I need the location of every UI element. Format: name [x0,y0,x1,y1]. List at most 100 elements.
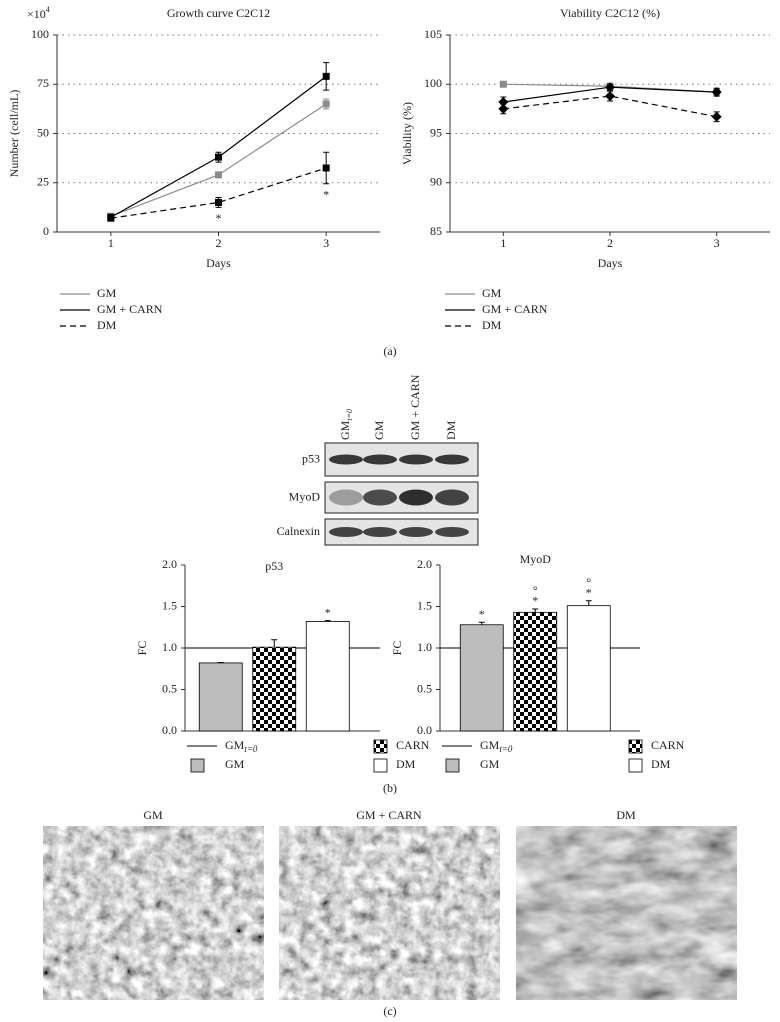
significance-mark: * [216,211,222,225]
legend-label-subscript: t=0 [499,744,513,754]
y-tick-label: 0.5 [417,681,432,695]
y-multiplier-exponent: 4 [46,5,50,14]
legend-label: GM [482,286,502,300]
micrograph [515,825,738,1001]
y-tick-label: 95 [430,125,442,139]
bar [566,605,611,732]
micrograph-title: DM [616,808,636,822]
blot-band [435,527,469,537]
blot-lane-label-main: DM [444,420,458,440]
x-tick-label: 1 [108,236,114,250]
x-tick-label: 3 [323,236,329,250]
blot-lane-label-main: GM [372,420,386,440]
blot-band [329,527,363,537]
legend-label-main: GM [225,738,245,752]
panel-label: (c) [383,1004,396,1018]
y-tick-label: 0.5 [162,681,177,695]
x-tick-label: 2 [607,236,613,250]
chart-title: Viability C2C12 (%) [560,6,660,20]
significance-mark: ° [586,575,591,589]
marker [322,164,330,172]
marker [498,103,509,114]
y-tick-label: 2.0 [417,557,432,571]
legend-swatch [628,758,643,773]
y-multiplier: ×104 [27,5,50,21]
y-tick-label: 90 [430,175,442,189]
legend-label: GM + CARN [482,302,548,316]
legend-label: DM [482,318,502,332]
legend-swatch [190,758,205,773]
significance-mark: * [323,187,329,201]
marker [322,72,330,80]
blot-lane-label-subscript: t=0 [345,409,354,421]
legend-label: GMt=0 [225,738,258,754]
panel-label: (b) [383,781,397,795]
blot-band [329,454,363,465]
y-tick-label: 0.0 [417,723,432,737]
bar [305,621,350,732]
legend-swatch [628,739,643,754]
legend-label: GMt=0 [480,738,513,754]
legend-label: CARN [396,738,430,752]
legend-swatch [445,758,460,773]
legend-label-subscript: t=0 [244,744,258,754]
blot-band [363,454,397,465]
x-tick-label: 2 [216,236,222,250]
y-multiplier-base: ×10 [27,7,46,21]
blot-row-label: Calnexin [277,524,320,538]
y-tick-label: 2.0 [162,557,177,571]
legend-swatch [373,758,388,773]
y-tick-label: 1.5 [162,598,177,612]
blot-lane-label: GMt=0 [338,409,354,440]
legend-label: GM [97,286,117,300]
blot-lane-label-main: GM + CARN [408,374,422,440]
y-tick-label: 100 [424,76,442,90]
legend-label: GM + CARN [97,302,163,316]
legend-swatch [373,739,388,754]
marker [107,214,115,222]
legend-label-main: GM [480,738,500,752]
legend-label: DM [651,757,671,771]
y-tick-label: 0 [43,224,49,238]
blot-band [399,454,433,465]
y-tick-label: 1.0 [162,640,177,654]
blot-lane-label-main: GM [338,420,352,440]
series-line [110,167,327,219]
significance-mark: ° [533,584,538,598]
legend-label: CARN [651,738,685,752]
marker [215,198,222,206]
blot-band [363,527,397,537]
panel-label: (a) [383,344,396,358]
y-tick-label: 105 [424,27,442,41]
chart-title: MyoD [520,552,552,566]
bar [513,611,558,732]
x-axis-label: Days [206,256,231,270]
bar [459,624,504,732]
blot-band [399,489,433,506]
x-tick-label: 1 [500,236,506,250]
significance-mark: * [532,594,538,608]
marker [215,171,222,179]
y-tick-label: 0.0 [162,723,177,737]
y-tick-label: 25 [37,175,49,189]
marker [215,153,222,161]
micrograph [42,825,265,1001]
marker [711,87,722,98]
marker [498,96,509,107]
marker [605,91,615,102]
micrograph-title: GM + CARN [356,808,422,822]
legend-label: GM [480,757,500,771]
blot-lane-label: DM [444,420,458,440]
series-line [110,75,327,218]
legend-label: DM [97,318,117,332]
bar [252,646,297,732]
y-axis-label: Number (cell/mL) [7,90,21,178]
significance-mark: * [325,605,331,619]
blot-band [435,489,469,506]
y-tick-label: 75 [37,76,49,90]
x-axis-label: Days [598,256,623,270]
y-tick-label: 50 [37,125,49,139]
legend-label: DM [396,757,416,771]
blot-row-label: p53 [302,451,320,465]
